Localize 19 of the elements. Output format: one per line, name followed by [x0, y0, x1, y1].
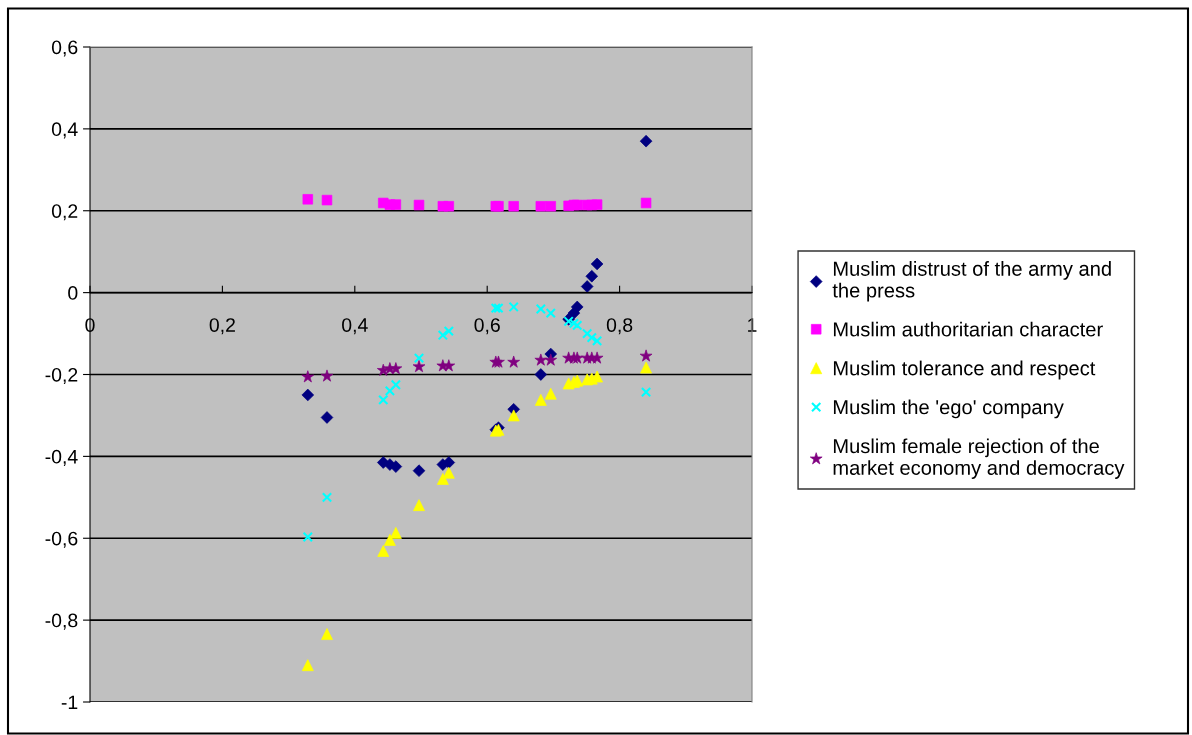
x-tick-label: 0,6: [474, 318, 500, 335]
y-tick-label: -0,8: [45, 613, 78, 630]
x-tick-label: 0,2: [209, 318, 235, 335]
legend-label: Muslim tolerance and respect: [833, 360, 1096, 380]
legend-label: Muslim authoritarian character: [833, 321, 1103, 337]
y-tick-label: 0: [68, 286, 78, 300]
x-tick-label: 0,8: [606, 318, 633, 335]
y-tick-label: 0,2: [51, 204, 78, 221]
x-tick-label: 0,4: [342, 318, 368, 335]
y-tick-label: 0,6: [51, 40, 78, 57]
y-tick-label: -1: [61, 695, 78, 710]
legend-label: Muslim the 'ego' company: [833, 399, 1064, 419]
y-tick-label: -0,4: [45, 449, 78, 466]
y-tick-label: -0,2: [45, 367, 78, 385]
x-tick-label: 1: [748, 318, 757, 332]
legend-label: Muslim female rejection of the market economy and democracy: [833, 438, 1125, 479]
legend-label: Muslim distrust of the army and the press: [832, 261, 1111, 302]
y-tick-label: -0,6: [45, 531, 78, 548]
y-tick-label: 0,4: [51, 122, 78, 139]
